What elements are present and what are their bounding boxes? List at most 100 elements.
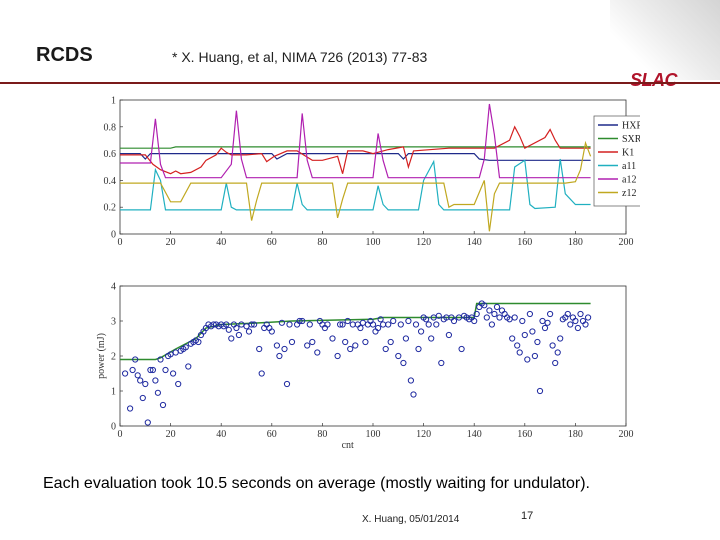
data-point [473,310,480,318]
legend-box [593,115,640,207]
data-point [304,342,311,349]
x-tick-label: 80 [317,429,327,440]
data-point [121,370,129,377]
page-number: 17 [521,510,534,522]
data-point [132,356,139,363]
data-point [423,316,430,323]
data-point [235,331,242,339]
data-point [245,328,253,335]
data-point [415,345,422,353]
data-point [299,317,306,325]
data-point [256,345,263,353]
x-tick-label: 40 [216,429,226,440]
data-point [139,394,146,402]
data-point [182,344,189,351]
data-point [251,321,258,328]
data-point [526,310,533,318]
data-point [142,380,149,388]
caption: Each evaluation took 10.5 seconds on ave… [43,475,590,492]
data-point [390,317,397,325]
y-tick-label: 1 [111,96,116,107]
data-point [567,321,574,328]
x-tick-label: 180 [568,429,583,440]
x-tick-label: 200 [619,237,634,248]
header-rule [0,82,720,84]
data-point [223,321,230,328]
data-point [428,335,435,342]
data-point [309,338,316,346]
data-point [296,317,303,325]
data-point [233,324,240,332]
legend-entry: a12 [622,175,636,186]
data-point [557,335,564,342]
x-tick-label: 200 [619,429,634,440]
legend-entry: K1 [622,148,634,159]
legend-entry: a11 [622,161,636,172]
y-tick-label: 0 [111,230,116,241]
data-point [402,335,409,342]
data-point [127,405,134,412]
data-point [524,356,531,363]
data-point [273,342,280,349]
x-tick-label: 20 [166,429,176,440]
data-point [445,331,452,339]
data-point [493,303,501,311]
corner-gradient [610,0,720,80]
data-point [397,321,404,328]
data-point [137,377,144,384]
x-tick-label: 0 [118,429,123,440]
data-point [486,307,493,314]
x-tick-label: 100 [366,429,381,440]
data-point [337,321,344,328]
series-line-hxrss-trim [120,153,591,161]
data-point [458,345,465,353]
data-point [433,321,440,328]
data-point [539,317,546,325]
x-tick-label: 120 [416,237,431,248]
data-point [572,317,579,325]
data-point [283,380,291,388]
data-point [228,335,235,342]
data-point [286,321,293,328]
slide-title: RCDS [36,44,93,66]
data-point [268,328,275,335]
data-point [238,321,245,328]
data-point [544,319,551,326]
data-point [129,366,136,374]
data-point [536,387,544,395]
data-point [134,372,141,379]
data-point [412,321,420,328]
data-point [549,342,556,349]
x-tick-label: 60 [267,237,277,248]
data-point [450,317,458,325]
data-point [157,356,164,363]
data-point [380,321,387,328]
data-point [278,319,285,326]
data-point [347,345,354,353]
data-point [564,310,571,318]
data-point [382,345,389,353]
data-point [339,321,346,328]
x-tick-label: 60 [267,429,277,440]
data-point [344,317,351,325]
data-point [375,324,382,332]
data-point [471,317,478,325]
legend-entry: z12 [622,188,636,199]
data-point [159,401,167,409]
data-point [147,366,154,374]
legend-entry: HXRSS trim [622,121,640,132]
data-point [400,359,407,367]
legend-entry: SXRSS trim [622,134,640,145]
x-tick-label: 100 [366,237,381,248]
data-point [585,314,592,321]
data-point [281,345,288,353]
data-point [175,380,182,388]
data-point [248,321,255,328]
x-tick-label: 140 [467,429,482,440]
series-line-a11 [120,158,591,211]
y-tick-label: 4 [111,282,116,293]
x-axis-label: cnt [342,440,354,448]
data-point [407,377,414,384]
series-line-z12 [120,140,592,232]
y-tick-label: 0.4 [104,176,117,187]
